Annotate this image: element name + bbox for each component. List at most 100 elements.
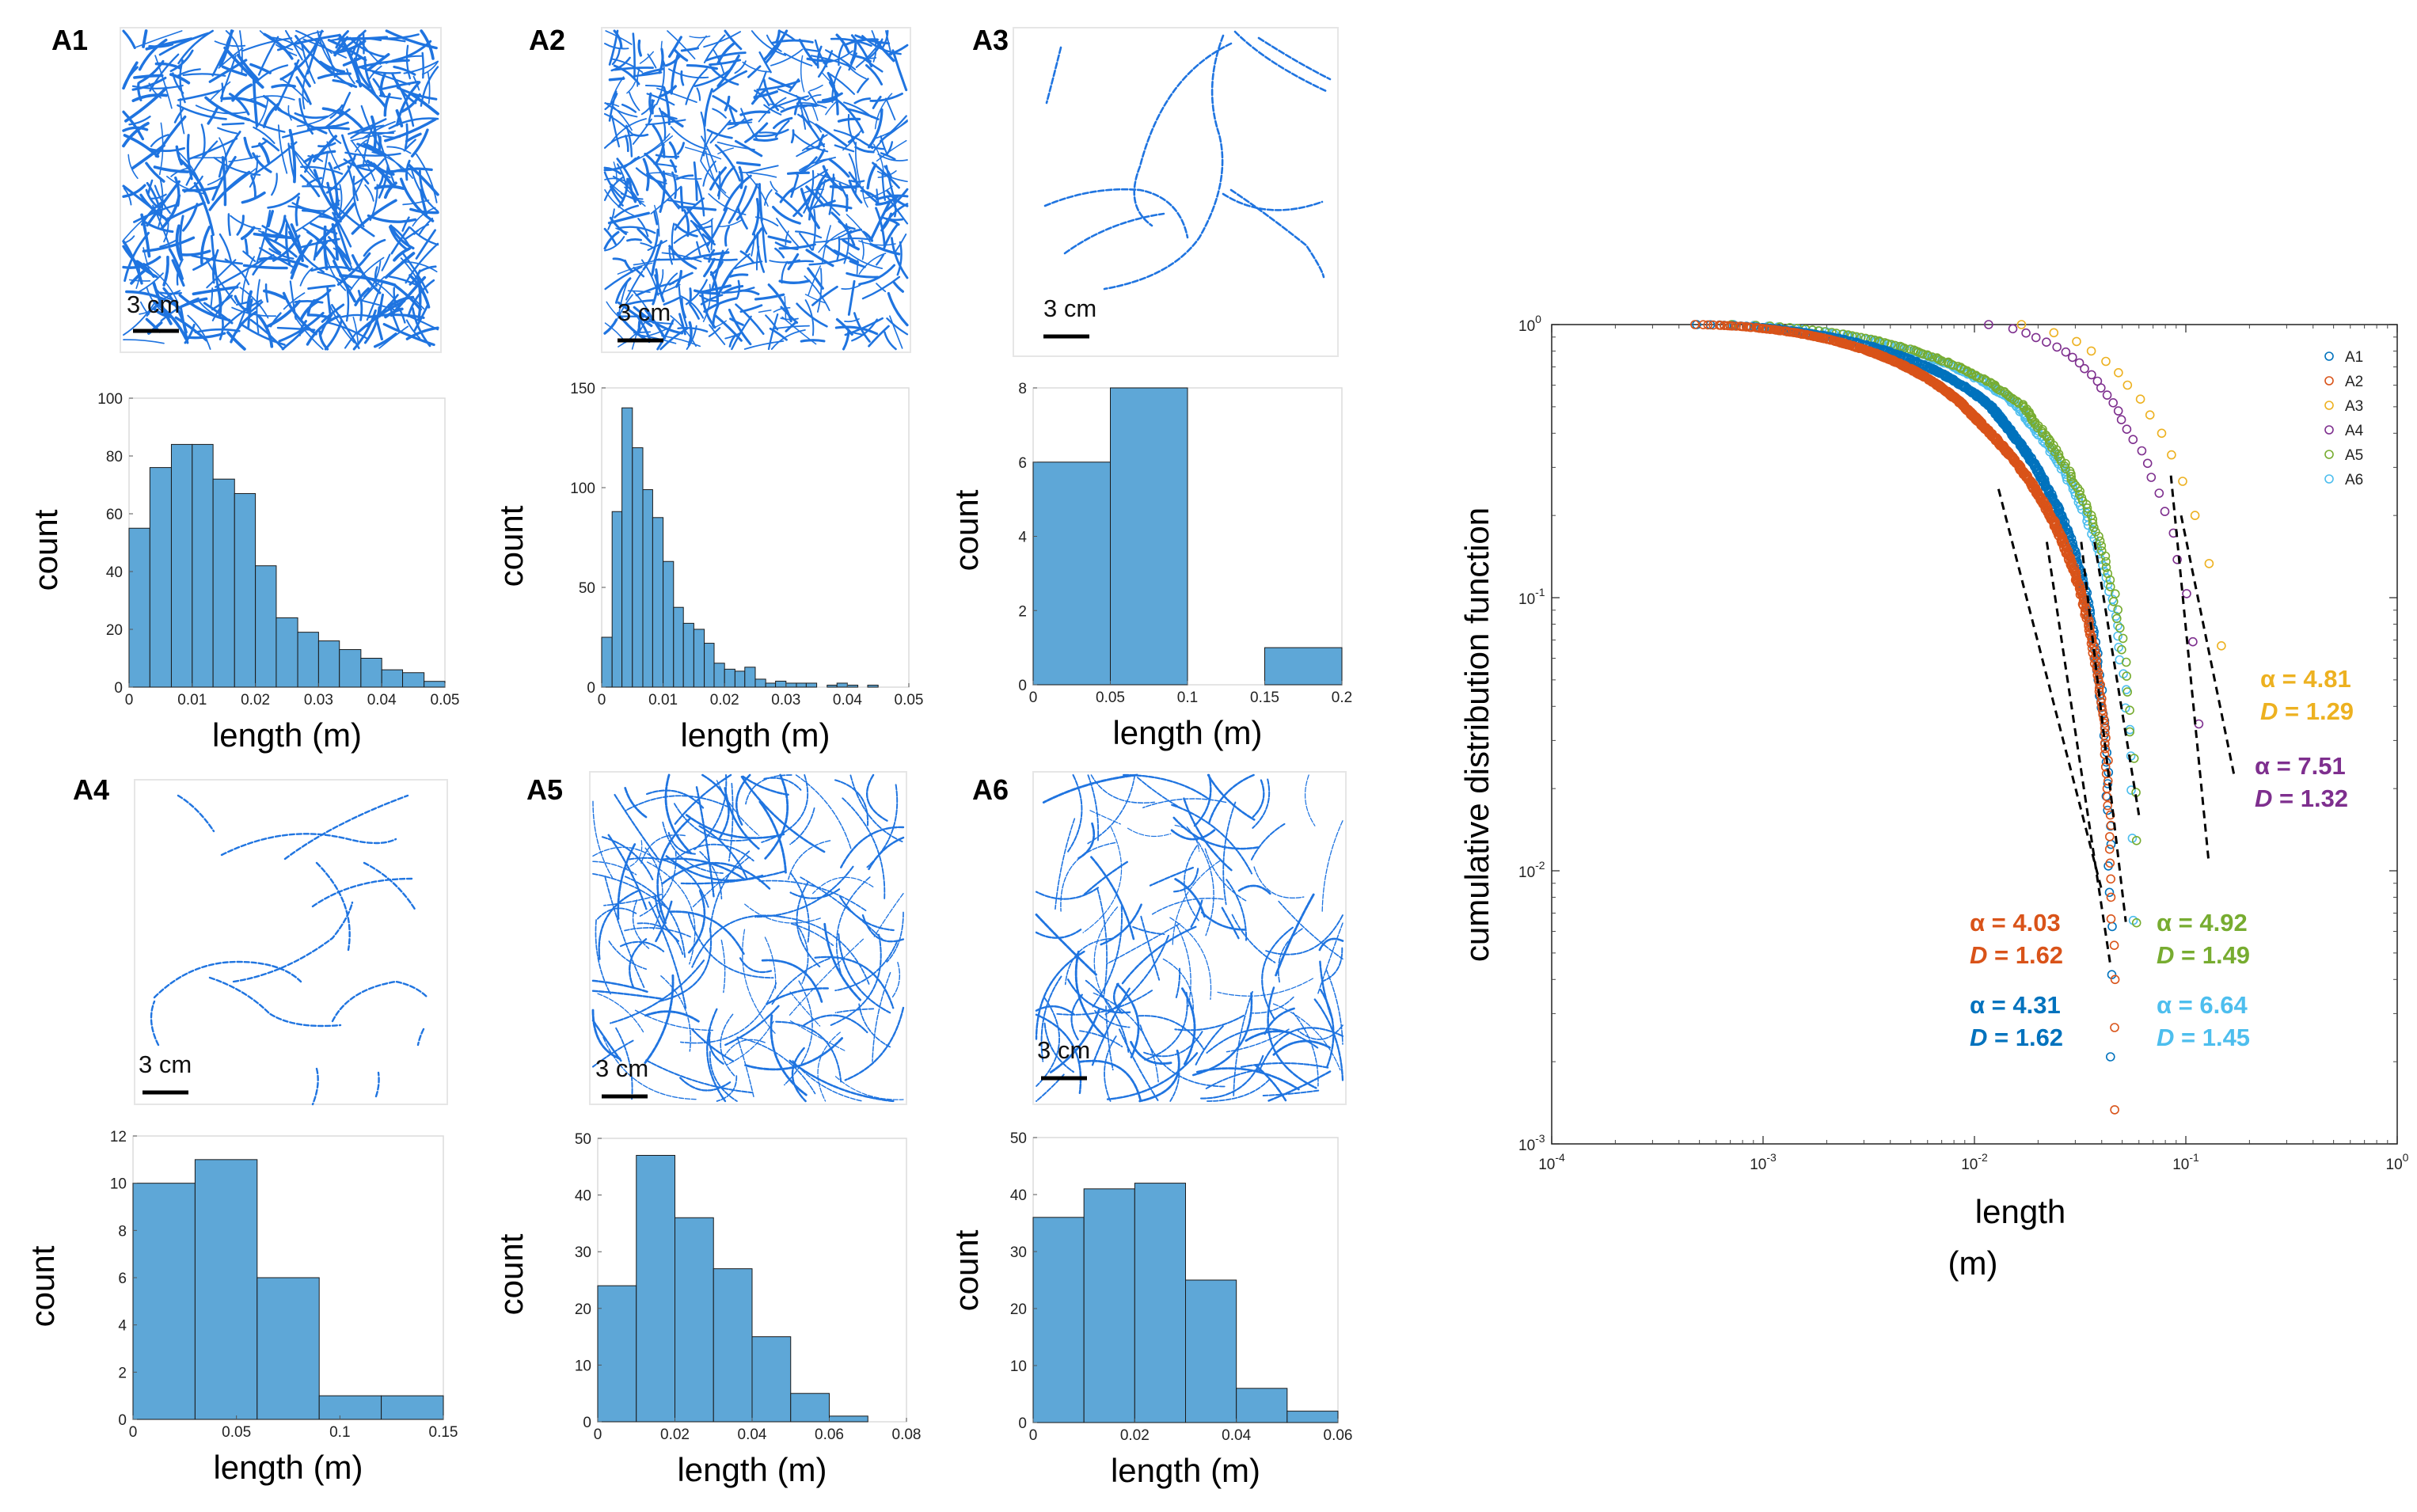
dimension-value: D = 1.45	[2157, 1024, 2250, 1051]
y-tick-label: 2	[118, 1365, 127, 1381]
crack	[363, 306, 381, 344]
crack	[769, 95, 809, 110]
crack	[145, 37, 193, 51]
crack	[179, 215, 184, 260]
crack	[1204, 848, 1247, 902]
legend-label: A3	[2345, 398, 2363, 415]
crack	[720, 287, 755, 294]
crack	[703, 257, 716, 278]
crack	[1090, 856, 1135, 940]
crack	[290, 245, 307, 274]
crack	[868, 836, 905, 871]
data-point	[1742, 322, 1751, 332]
crack	[637, 67, 640, 87]
crack	[767, 313, 779, 351]
x-tick-label: 0.1	[329, 1424, 350, 1441]
data-point	[1922, 350, 1932, 360]
y-axis-label: count	[948, 489, 985, 571]
crack	[847, 228, 863, 235]
crack	[805, 249, 834, 268]
crack	[1207, 773, 1255, 826]
crack	[787, 260, 815, 264]
crack	[242, 37, 293, 52]
y-tick-label: 6	[1018, 455, 1027, 472]
crack	[727, 118, 746, 130]
crack	[1035, 887, 1100, 900]
data-point	[2113, 621, 2122, 631]
crack	[382, 135, 401, 139]
crack	[637, 313, 644, 332]
data-point	[2110, 1023, 2119, 1032]
crack	[224, 258, 250, 286]
crack	[294, 62, 311, 88]
crack	[592, 846, 660, 863]
crack	[1043, 188, 1189, 239]
bar	[675, 1217, 714, 1423]
crack	[1231, 914, 1276, 963]
crack	[362, 120, 396, 139]
crack	[211, 155, 237, 201]
crack	[171, 259, 185, 287]
crack	[632, 899, 650, 949]
crack	[373, 332, 397, 348]
crack	[169, 73, 191, 85]
crack	[644, 152, 667, 183]
crack	[739, 957, 773, 974]
crack	[783, 52, 813, 66]
crack	[1266, 1070, 1332, 1103]
crack	[809, 84, 823, 92]
crack	[767, 235, 792, 244]
crack	[313, 169, 343, 221]
crack	[834, 779, 869, 826]
crack	[868, 325, 890, 348]
crack	[635, 135, 674, 161]
bar	[381, 1395, 444, 1420]
crack	[714, 314, 743, 342]
crack	[766, 987, 830, 1005]
data-point	[2066, 469, 2076, 479]
crack	[349, 256, 385, 291]
crack	[404, 229, 420, 241]
crack	[701, 233, 716, 246]
crack	[1104, 1035, 1117, 1102]
crack	[124, 231, 150, 283]
crack	[789, 807, 815, 845]
crack	[147, 146, 185, 153]
crack	[728, 118, 753, 124]
crack	[655, 143, 665, 165]
bar	[790, 1392, 830, 1423]
bar	[1032, 462, 1111, 686]
fit-line-a4	[2169, 475, 2210, 860]
crack	[234, 294, 247, 312]
crack	[338, 184, 343, 215]
crack	[780, 306, 799, 324]
crack	[660, 110, 684, 128]
data-point	[2145, 410, 2155, 420]
crack	[827, 71, 839, 116]
crack	[682, 241, 712, 260]
crack	[687, 913, 774, 979]
crack	[712, 95, 738, 112]
crack	[312, 135, 338, 163]
bar	[1083, 1188, 1135, 1423]
fit-line-a3	[2179, 515, 2236, 778]
data-point	[2044, 434, 2054, 444]
legend-label: A1	[2345, 349, 2363, 366]
crack	[693, 161, 698, 201]
data-point	[2105, 575, 2115, 585]
crack	[272, 234, 301, 262]
crack	[1278, 928, 1303, 984]
crack	[779, 187, 795, 203]
crack	[838, 182, 849, 200]
bar	[754, 678, 766, 688]
crack	[342, 56, 363, 66]
data-point	[2102, 390, 2112, 400]
crack	[192, 285, 239, 296]
bar	[713, 1268, 753, 1423]
crack	[769, 327, 788, 341]
x-tick-label: 0	[598, 692, 606, 709]
crack	[179, 97, 185, 135]
data-point	[2054, 451, 2063, 462]
crack	[166, 176, 204, 195]
crack	[427, 71, 431, 104]
